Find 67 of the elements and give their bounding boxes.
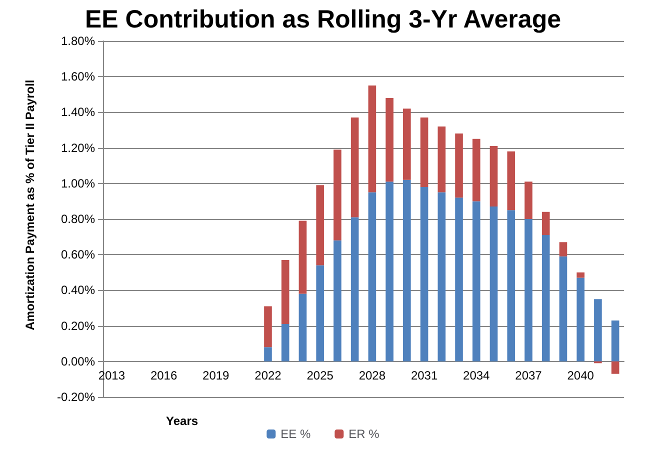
bar [316,265,324,362]
bar [438,126,446,192]
bar [490,146,498,207]
y-tick-label: 1.80% [60,34,96,48]
bar [611,361,620,374]
bar [334,150,342,240]
bar [368,86,376,192]
x-tick-label: 2025 [306,368,334,382]
x-tick-label: 2022 [254,368,282,382]
y-tick-label: 0.40% [60,283,96,298]
bar [438,192,446,362]
bar [298,294,307,362]
x-tick-label: 2034 [463,368,490,382]
bar [316,185,324,266]
bar [420,118,428,187]
bar [472,201,480,362]
bar [334,240,342,362]
bar [403,108,411,180]
legend-label: EE % [280,427,311,441]
bar [542,235,550,362]
bar [611,320,620,362]
x-axis-title: Years [166,414,198,428]
bar [350,217,359,362]
x-tick-label: 2040 [567,368,594,382]
bar [524,219,532,362]
bar [559,256,568,362]
bar [507,151,516,210]
bar [507,210,516,362]
bar [350,118,359,218]
bar [559,242,568,256]
bar [542,212,550,236]
bar [264,347,272,362]
y-tick-label: 0.60% [60,248,96,262]
bar [420,186,428,362]
bar [264,306,272,348]
bar [281,260,290,324]
x-tick-label: 2019 [202,368,230,382]
y-tick-label: 1.40% [60,105,96,120]
y-tick-label: 0.80% [60,212,96,226]
y-tick-label: 0.20% [60,318,96,333]
y-tick-label: -0.20% [56,390,96,404]
bar [455,134,463,198]
y-tick-label: 1.00% [60,176,96,190]
bar [298,220,307,294]
x-tick-label: 2016 [150,368,178,382]
bar [472,138,480,202]
x-tick-label: 2037 [515,368,542,382]
bar [386,182,394,362]
y-tick-label: 1.60% [60,70,96,84]
bar [576,278,584,362]
bar [403,180,411,362]
x-tick-label: 2013 [98,368,126,382]
y-tick-label: 0.00% [60,354,96,368]
bar [576,272,584,278]
legend-label: ER % [348,427,380,441]
x-tick-label: 2031 [410,368,438,382]
bar [386,98,394,182]
bar [594,299,602,362]
x-tick-label: 2028 [358,368,386,382]
y-tick-label: 1.20% [60,140,96,155]
bar [490,206,498,362]
bar [455,198,463,362]
y-axis-title: Amortization Payment as % of Tier II Payroll [23,80,37,330]
chart-title: EE Contribution as Rolling 3-Yr Average [85,6,562,34]
bar [281,324,290,362]
bar [524,182,532,219]
bar [368,192,376,362]
